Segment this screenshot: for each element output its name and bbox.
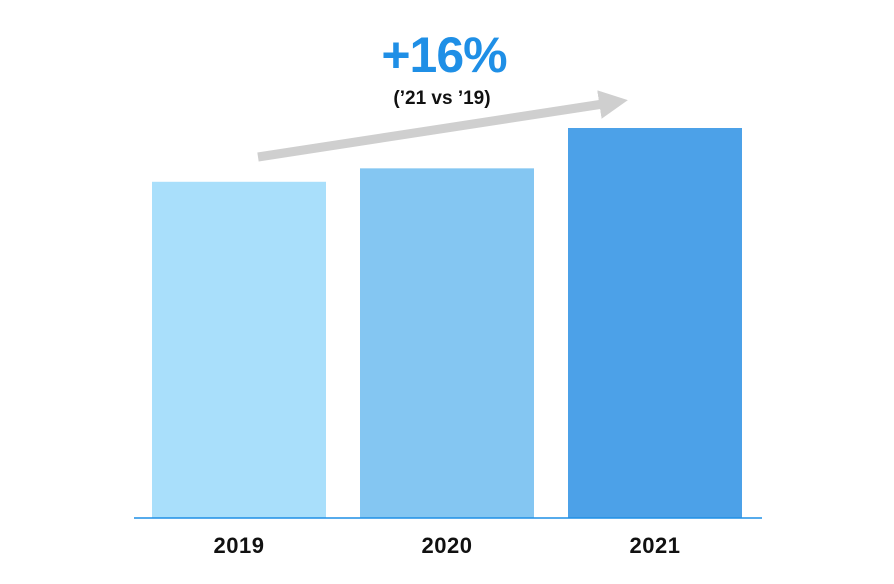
x-tick-label-2021: 2021 bbox=[630, 533, 681, 558]
trend-arrow bbox=[257, 90, 628, 162]
growth-headline: +16% bbox=[381, 27, 507, 83]
x-tick-label-2019: 2019 bbox=[214, 533, 265, 558]
x-tick-labels: 2019 2020 2021 bbox=[214, 533, 681, 558]
growth-subhead: (’21 vs ’19) bbox=[393, 88, 490, 109]
bars-group bbox=[152, 128, 742, 519]
bar-2020 bbox=[360, 168, 534, 518]
x-tick-label-2020: 2020 bbox=[422, 533, 473, 558]
bar-2019 bbox=[152, 181, 326, 519]
bar-2021 bbox=[568, 128, 742, 518]
